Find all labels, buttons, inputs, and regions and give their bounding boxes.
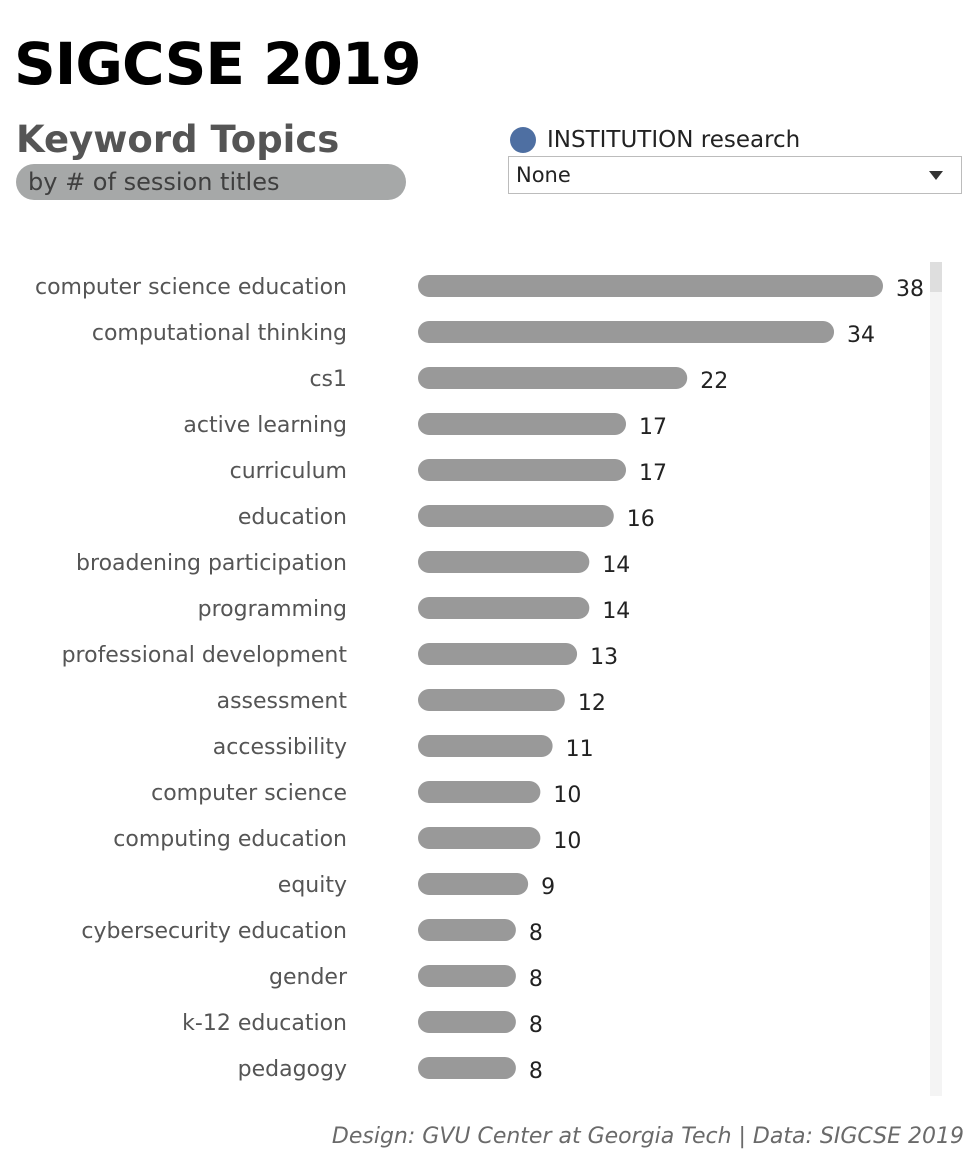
institution-filter-dropdown[interactable]: None <box>508 156 962 194</box>
value-label: 8 <box>529 967 543 992</box>
category-label: accessibility <box>213 735 347 760</box>
bar[interactable] <box>418 827 541 849</box>
chart-scrollbar[interactable] <box>930 262 942 1096</box>
category-label: computer science education <box>35 275 347 300</box>
bar[interactable] <box>418 597 590 619</box>
page-title: SIGCSE 2019 <box>14 30 422 98</box>
value-label: 17 <box>639 461 667 486</box>
bar[interactable] <box>418 1011 516 1033</box>
category-label: programming <box>198 597 347 622</box>
category-label: professional development <box>62 643 348 668</box>
keyword-bar-chart: computer science education 38 computationa… <box>35 275 924 1084</box>
bar[interactable] <box>418 459 627 481</box>
value-label: 14 <box>602 553 630 578</box>
value-label: 8 <box>529 1013 543 1038</box>
filter-selected-value: None <box>516 163 571 187</box>
value-label: 22 <box>700 369 728 394</box>
category-label: curriculum <box>230 459 347 484</box>
value-label: 10 <box>553 783 581 808</box>
category-label: assessment <box>217 689 348 714</box>
bar[interactable] <box>418 1057 516 1079</box>
bar[interactable] <box>418 689 565 711</box>
category-label: broadening participation <box>76 551 347 576</box>
value-label: 17 <box>639 415 667 440</box>
category-label: equity <box>278 873 347 898</box>
value-label: 38 <box>896 277 924 302</box>
value-label: 34 <box>847 323 875 348</box>
value-label: 16 <box>627 507 655 532</box>
category-label: gender <box>269 965 348 990</box>
category-label: computing education <box>113 827 347 852</box>
filter-label: INSTITUTION research <box>547 127 801 153</box>
value-label: 10 <box>553 829 581 854</box>
category-label: education <box>238 505 347 530</box>
subtitle-note-text: by # of session titles <box>28 168 280 196</box>
bar[interactable] <box>418 873 529 895</box>
dropdown-caret-icon <box>929 171 943 180</box>
footer-credits: Design: GVU Center at Georgia Tech | Dat… <box>331 1124 964 1149</box>
bar[interactable] <box>418 735 553 757</box>
bar[interactable] <box>418 551 590 573</box>
chart-subtitle: Keyword Topics <box>16 118 340 161</box>
category-label: computational thinking <box>92 321 347 346</box>
bar[interactable] <box>418 643 578 665</box>
bar[interactable] <box>418 505 614 527</box>
bar[interactable] <box>418 321 835 343</box>
value-label: 14 <box>602 599 630 624</box>
value-label: 13 <box>590 645 618 670</box>
bar[interactable] <box>418 413 627 435</box>
subtitle-note-badge: by # of session titles <box>16 164 406 200</box>
value-label: 12 <box>578 691 606 716</box>
category-label: pedagogy <box>238 1057 347 1082</box>
value-label: 8 <box>529 921 543 946</box>
category-label: active learning <box>183 413 347 438</box>
bar[interactable] <box>418 965 516 987</box>
filter-legend: INSTITUTION research <box>510 124 800 156</box>
value-label: 11 <box>566 737 594 762</box>
bar[interactable] <box>418 781 541 803</box>
bar[interactable] <box>418 275 883 297</box>
filter-color-dot-icon <box>510 127 536 153</box>
category-label: k-12 education <box>182 1011 347 1036</box>
bar[interactable] <box>418 919 516 941</box>
scrollbar-thumb[interactable] <box>930 262 942 292</box>
bar[interactable] <box>418 367 688 389</box>
category-label: computer science <box>151 781 347 806</box>
value-label: 9 <box>541 875 555 900</box>
category-label: cs1 <box>309 367 347 392</box>
category-label: cybersecurity education <box>81 919 347 944</box>
value-label: 8 <box>529 1059 543 1084</box>
